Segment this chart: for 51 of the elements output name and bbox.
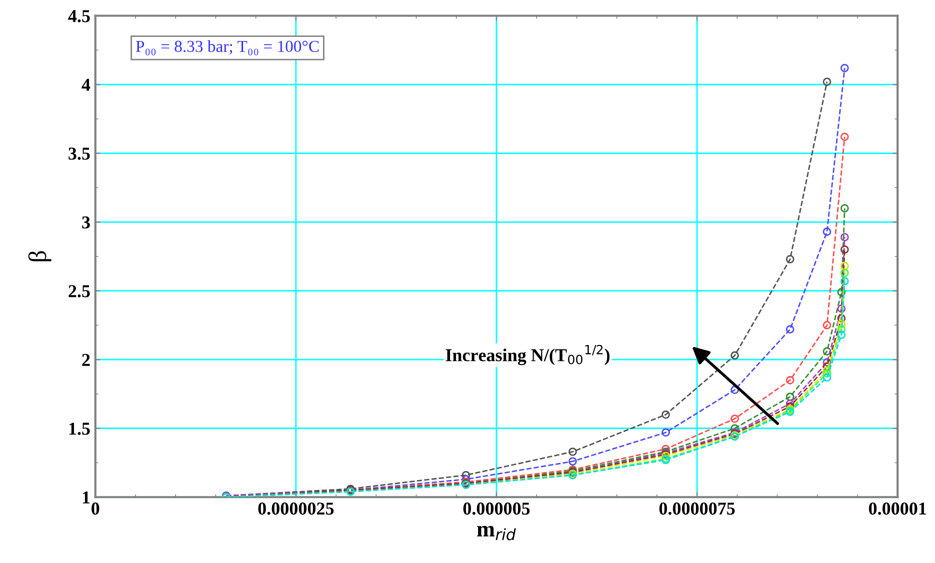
point: [840, 268, 849, 278]
annotation: P₀₀ = 8.33 bar; T₀₀ = 100°C: [136, 40, 319, 56]
point: [822, 358, 832, 367]
point: [840, 262, 849, 270]
point: [840, 204, 849, 212]
point: [837, 325, 846, 334]
y-tick-label: 1: [82, 491, 90, 504]
point: [786, 376, 794, 384]
y-tick-label: 4: [82, 78, 90, 91]
point: [822, 321, 832, 330]
point: [822, 78, 832, 86]
point: [840, 277, 849, 286]
annotation: Increasing N/(T$_{00}$$^{1/2}$): [446, 344, 610, 366]
point: [822, 362, 832, 371]
x-axis-title: m$_{rid}$: [477, 526, 516, 540]
y-tick-label: 3: [82, 216, 90, 229]
y-tick-label: 2: [82, 354, 90, 366]
point: [662, 410, 670, 419]
point: [786, 255, 794, 264]
y-axis-title: β: [28, 251, 52, 262]
point: [840, 233, 849, 242]
point: [786, 392, 794, 401]
x-tick-label: 0.000005: [463, 502, 530, 515]
point: [462, 470, 470, 480]
point: [840, 64, 849, 72]
point: [822, 228, 832, 236]
point: [568, 457, 577, 466]
x-tick-label: 0.00001: [868, 502, 926, 515]
y-tick-label: 2.5: [68, 285, 90, 298]
x-tick-label: 0.0000025: [258, 502, 334, 515]
point: [786, 325, 794, 334]
point: [837, 304, 846, 313]
y-tick-label: 1.5: [69, 422, 90, 435]
point: [840, 245, 849, 254]
x-tick-label: 0.0000075: [659, 502, 735, 515]
point: [822, 369, 832, 378]
point: [837, 288, 846, 296]
point: [822, 347, 832, 356]
point: [840, 132, 849, 141]
point: [822, 373, 832, 382]
point: [837, 330, 846, 340]
point: [662, 428, 670, 437]
point: [837, 314, 846, 323]
point: [822, 366, 832, 375]
x-tick-label: 0: [92, 502, 100, 515]
y-tick-label: 4.5: [68, 10, 90, 22]
y-tick-label: 3.5: [68, 148, 90, 160]
point: [837, 320, 846, 328]
point: [568, 448, 577, 456]
point: [730, 351, 739, 360]
point: [730, 414, 739, 423]
